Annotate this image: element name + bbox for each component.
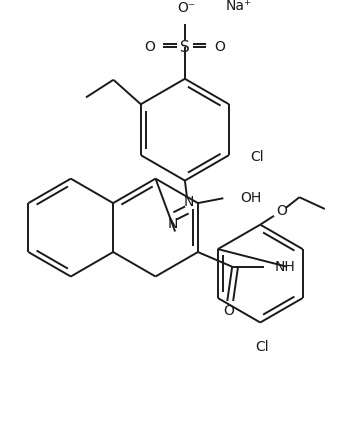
Text: Na⁺: Na⁺ [226,0,252,14]
Text: Cl: Cl [251,150,264,164]
Text: O: O [276,204,287,218]
Text: O: O [215,39,226,53]
Text: S: S [180,40,190,55]
Text: NH: NH [274,260,295,274]
Text: N: N [184,195,194,209]
Text: O⁻: O⁻ [178,1,196,15]
Text: O: O [144,39,155,53]
Text: Cl: Cl [255,340,269,354]
Text: OH: OH [240,191,261,205]
Text: N: N [168,217,178,231]
Text: O: O [223,304,234,318]
